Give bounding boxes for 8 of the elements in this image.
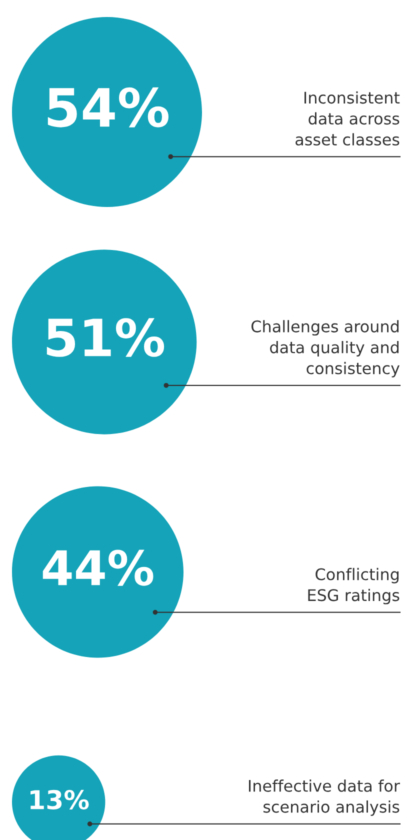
category-label: Challenges around data quality and consistency <box>251 320 400 378</box>
category-label: Ineffective data for scenario analysis <box>248 780 400 816</box>
category-label: Conflicting ESG ratings <box>308 568 400 604</box>
data-label: 44% <box>42 550 154 586</box>
data-label: 51% <box>46 318 164 357</box>
category-label: Inconsistent data across asset classes <box>296 91 400 146</box>
data-label: 13% <box>30 790 89 810</box>
data-label: 54% <box>48 87 168 128</box>
